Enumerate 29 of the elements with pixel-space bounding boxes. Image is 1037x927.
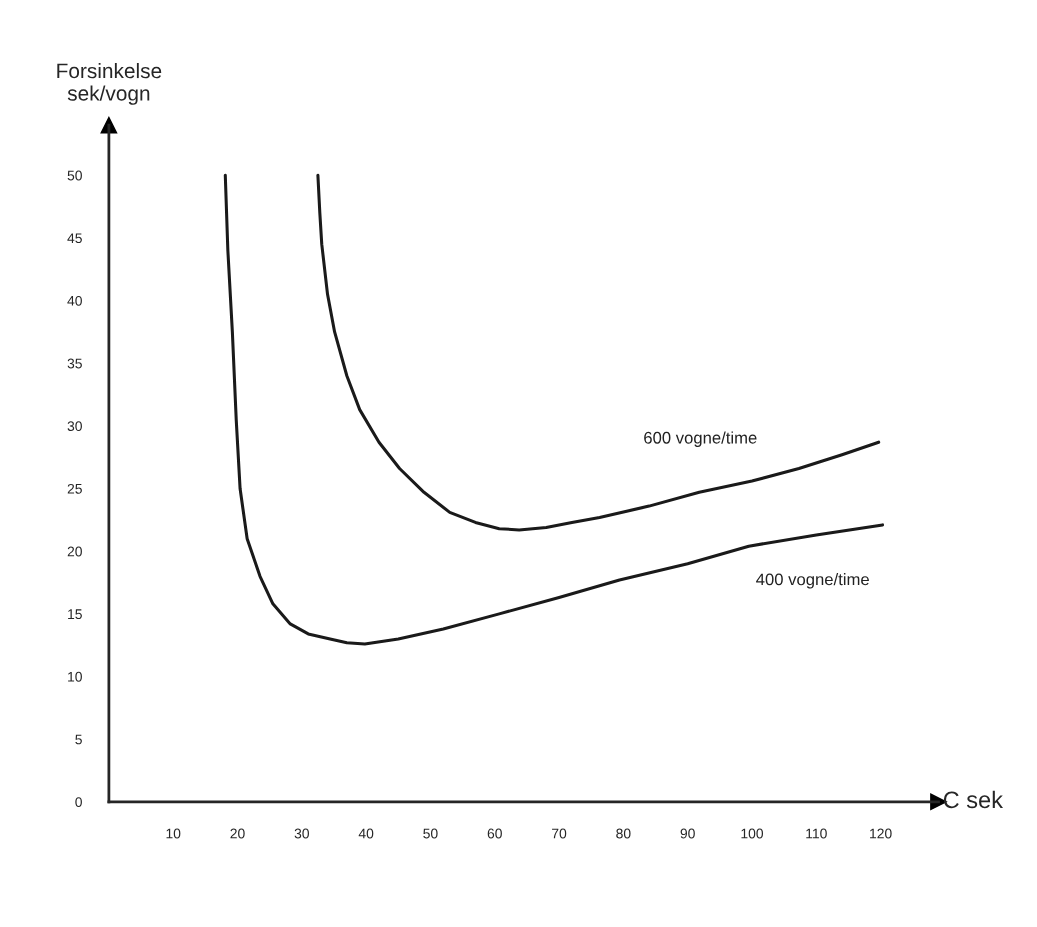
- series-label: 600 vogne/time: [644, 431, 757, 447]
- x-tick-label: 60: [487, 828, 502, 839]
- y-tick-label: 5: [75, 734, 82, 745]
- x-tick-label: 80: [616, 828, 631, 839]
- x-tick-label: 50: [423, 828, 438, 839]
- y-tick-label: 45: [67, 233, 82, 244]
- x-tick-label: 90: [680, 828, 695, 839]
- y-tick-label: 30: [67, 421, 82, 432]
- x-tick-label: 100: [741, 828, 764, 839]
- series-label: 400 vogne/time: [756, 573, 869, 589]
- y-tick-label: 10: [68, 671, 82, 682]
- y-tick-label: 20: [67, 546, 82, 557]
- y-tick-label: 0: [75, 797, 82, 808]
- y-tick-label: 50: [67, 170, 82, 181]
- x-tick-label: 40: [358, 828, 374, 839]
- x-tick-label: 70: [552, 828, 567, 839]
- line-series: [316, 173, 881, 532]
- y-tick-label: 35: [67, 358, 82, 369]
- line-series: [223, 173, 885, 646]
- y-tick-label: 40: [67, 295, 82, 306]
- x-tick-label: 20: [230, 828, 245, 839]
- x-tick-label: 110: [806, 828, 827, 839]
- x-axis-title: C sek: [943, 790, 1004, 809]
- x-tick-label: 30: [294, 828, 309, 839]
- x-tick-label: 120: [870, 828, 892, 839]
- y-tick-label: 25: [67, 483, 82, 494]
- x-tick-label: 10: [166, 828, 181, 839]
- y-tick-label: 15: [68, 609, 82, 620]
- y-axis-title: Forsinkelse sek/vogn: [57, 62, 162, 105]
